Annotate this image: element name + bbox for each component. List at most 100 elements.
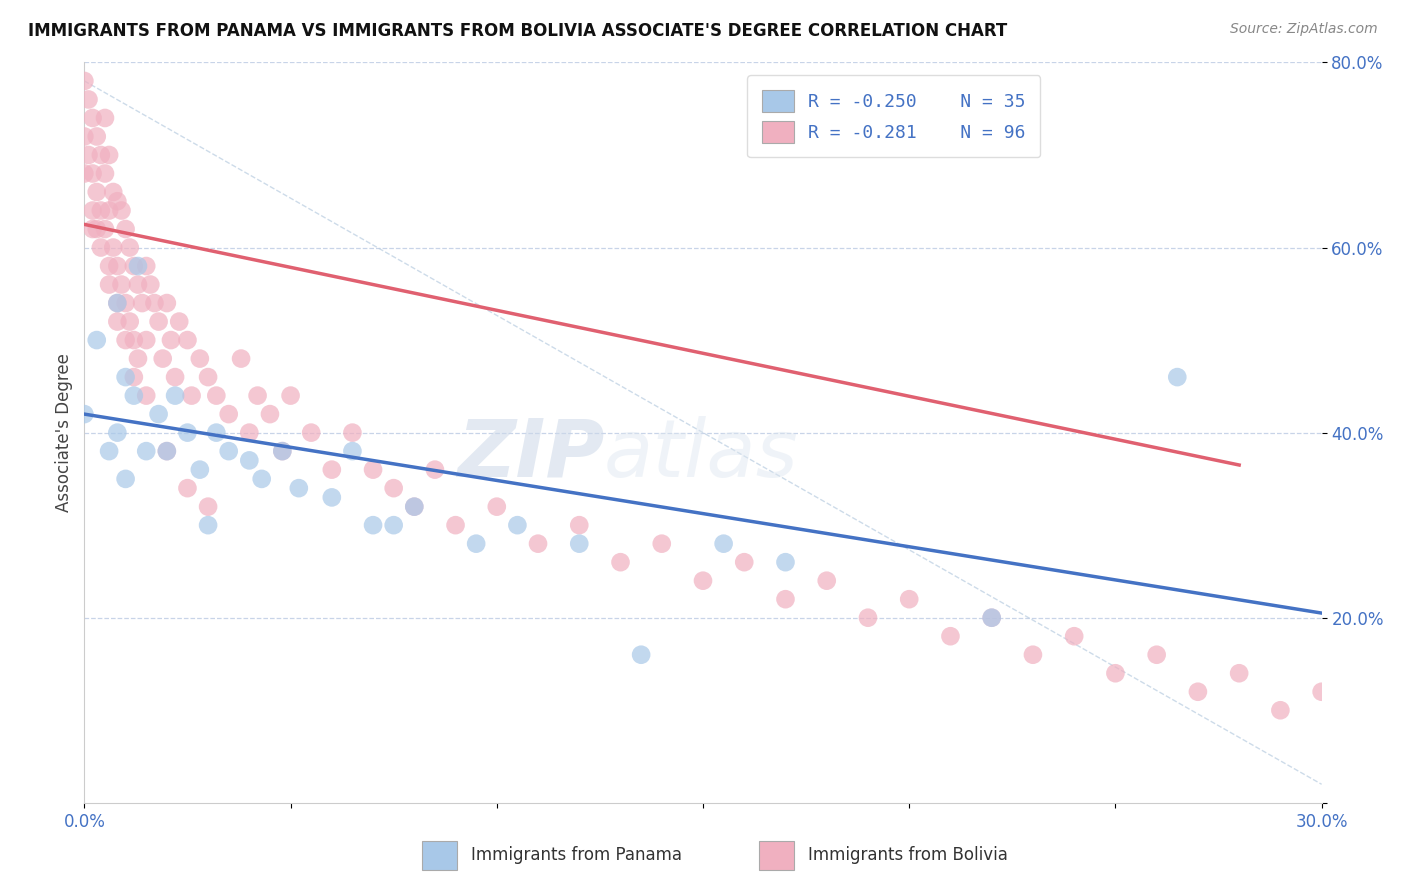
- Point: [465, 536, 488, 550]
- Point: [86, 222, 108, 236]
- Point: [1166, 370, 1188, 384]
- Point: [1146, 648, 1168, 662]
- Point: [775, 592, 797, 607]
- Point: [73, 407, 96, 421]
- Point: [288, 481, 311, 495]
- Point: [152, 351, 174, 366]
- Point: [180, 388, 202, 402]
- Point: [73, 129, 96, 144]
- Point: [197, 518, 219, 533]
- Point: [73, 74, 96, 88]
- Point: [1310, 685, 1333, 699]
- Point: [980, 610, 1002, 624]
- Point: [90, 240, 112, 255]
- Point: [280, 388, 302, 402]
- Point: [103, 185, 125, 199]
- Legend: R = -0.250    N = 35, R = -0.281    N = 96: R = -0.250 N = 35, R = -0.281 N = 96: [747, 75, 1040, 157]
- Point: [259, 407, 281, 421]
- Point: [197, 370, 219, 384]
- Point: [506, 518, 529, 533]
- Point: [167, 314, 190, 328]
- Point: [321, 491, 343, 505]
- Point: [118, 314, 141, 328]
- Point: [110, 277, 132, 292]
- Point: [1187, 685, 1209, 699]
- Point: [815, 574, 838, 588]
- Point: [73, 166, 96, 180]
- Text: atlas: atlas: [605, 416, 799, 494]
- Point: [105, 425, 128, 440]
- Point: [229, 351, 252, 366]
- Point: [250, 472, 273, 486]
- Point: [176, 425, 198, 440]
- Point: [118, 240, 141, 255]
- Point: [86, 129, 108, 144]
- Point: [122, 388, 145, 402]
- Point: [86, 333, 108, 347]
- Point: [651, 536, 673, 550]
- Point: [156, 296, 179, 310]
- Point: [105, 296, 128, 310]
- Point: [105, 296, 128, 310]
- Point: [127, 277, 149, 292]
- Point: [165, 388, 187, 402]
- Point: [568, 536, 591, 550]
- Point: [135, 388, 157, 402]
- Point: [135, 333, 157, 347]
- Point: [105, 194, 128, 209]
- Point: [82, 166, 104, 180]
- Point: [342, 425, 364, 440]
- Point: [218, 407, 240, 421]
- Point: [122, 333, 145, 347]
- Point: [105, 259, 128, 273]
- Point: [139, 277, 162, 292]
- Point: [103, 240, 125, 255]
- Point: [90, 148, 112, 162]
- Point: [114, 296, 136, 310]
- Point: [98, 203, 121, 218]
- Point: [485, 500, 508, 514]
- Text: Source: ZipAtlas.com: Source: ZipAtlas.com: [1230, 22, 1378, 37]
- Point: [342, 444, 364, 458]
- Point: [165, 370, 187, 384]
- Point: [205, 388, 228, 402]
- Point: [205, 425, 228, 440]
- Point: [114, 222, 136, 236]
- Point: [609, 555, 631, 569]
- Point: [114, 333, 136, 347]
- Point: [188, 351, 211, 366]
- Text: ZIP: ZIP: [457, 416, 605, 494]
- Point: [98, 444, 121, 458]
- Point: [82, 203, 104, 218]
- Point: [90, 203, 112, 218]
- Point: [898, 592, 921, 607]
- Point: [271, 444, 294, 458]
- Point: [361, 518, 384, 533]
- Point: [135, 444, 157, 458]
- Point: [382, 518, 405, 533]
- Point: [114, 472, 136, 486]
- Point: [82, 222, 104, 236]
- Point: [733, 555, 755, 569]
- Point: [122, 370, 145, 384]
- Point: [77, 148, 100, 162]
- Text: Immigrants from Bolivia: Immigrants from Bolivia: [808, 846, 1008, 863]
- Point: [361, 462, 384, 476]
- Point: [110, 203, 132, 218]
- Point: [1270, 703, 1292, 717]
- Point: [98, 148, 121, 162]
- Point: [94, 111, 117, 125]
- Point: [321, 462, 343, 476]
- Point: [98, 277, 121, 292]
- Point: [423, 462, 446, 476]
- Point: [94, 222, 117, 236]
- Point: [98, 259, 121, 273]
- Point: [1063, 629, 1085, 643]
- Point: [1227, 666, 1250, 681]
- Text: Immigrants from Panama: Immigrants from Panama: [471, 846, 682, 863]
- Point: [775, 555, 797, 569]
- Point: [156, 444, 179, 458]
- Point: [82, 111, 104, 125]
- Point: [122, 259, 145, 273]
- Point: [444, 518, 467, 533]
